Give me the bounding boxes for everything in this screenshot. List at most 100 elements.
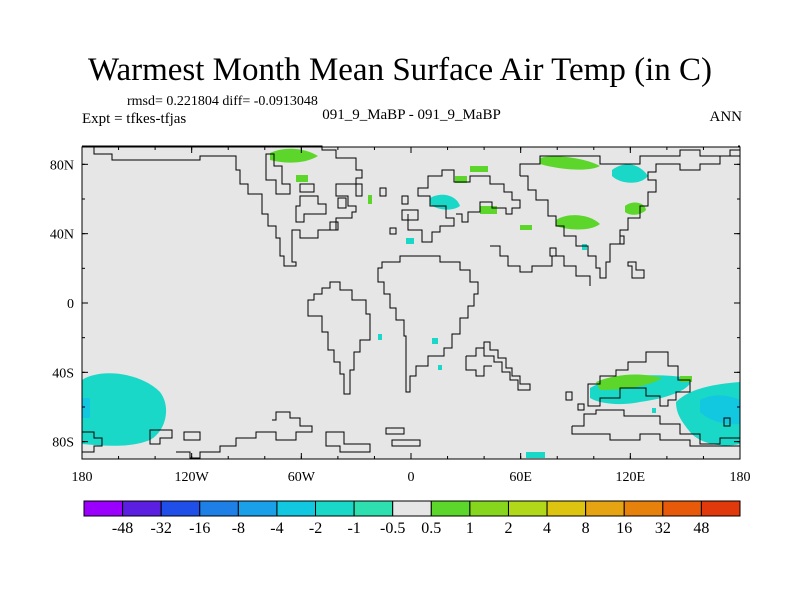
x-tick-label: 0 — [408, 470, 415, 485]
coastline — [337, 197, 347, 209]
anomaly-patch — [612, 164, 648, 183]
colorbar-label: 1 — [466, 520, 474, 537]
anomaly-patch — [82, 373, 167, 446]
colorbar-label: 2 — [504, 520, 512, 537]
x-tick-label: 120W — [175, 470, 210, 485]
colorbar-swatch — [160, 500, 201, 517]
stats-text: rmsd= 0.221804 diff= -0.0913048 — [127, 94, 318, 109]
anomaly-patch — [378, 334, 382, 340]
x-tick-label: 60E — [509, 470, 532, 485]
coastline — [176, 411, 313, 459]
colorbar-label: -16 — [189, 520, 210, 537]
experiment-label: Expt = tfkes-tfjas — [82, 111, 187, 127]
y-tick-label: 40N — [50, 228, 74, 243]
coastline — [385, 427, 405, 435]
colorbar-swatch — [353, 500, 394, 517]
colorbar-label: -1 — [347, 520, 360, 537]
colorbar-label: 0.5 — [421, 520, 441, 537]
anomaly-patch — [652, 408, 656, 413]
x-tick-label: 180 — [72, 470, 93, 485]
coastline — [407, 169, 521, 243]
anomaly-patch — [270, 148, 318, 163]
coastlines — [81, 145, 741, 459]
colorbar-label: -0.5 — [380, 520, 405, 537]
center-label: 091_9_MaBP - 091_9_MaBP — [322, 107, 501, 123]
x-tick-label: 180 — [730, 470, 751, 485]
colorbar-label: 8 — [582, 520, 590, 537]
colorbar-swatch — [392, 500, 432, 517]
axis-ticks: 180 120W 60W 0 60E 120E 180 80N 40N 0 40S 80S — [50, 147, 751, 485]
coastline — [577, 403, 585, 411]
anomaly-patch — [556, 215, 600, 230]
coastline — [391, 439, 421, 447]
anomaly-patch — [470, 166, 488, 172]
colorbar-swatch — [469, 500, 509, 517]
colorbar-label: -8 — [232, 520, 245, 537]
coastline — [619, 235, 625, 245]
anomaly-patch — [296, 175, 308, 182]
anomaly-patch — [480, 206, 497, 214]
anomaly-patch — [368, 195, 372, 204]
coastline — [627, 261, 645, 279]
colorbar: -48 -32 -16 -8 -4 -2 -1 -0.5 0.5 1 2 4 8 16 32 48 — [83, 500, 741, 537]
coastline — [465, 356, 492, 377]
coastline — [82, 145, 363, 267]
coastline — [325, 431, 371, 453]
colorbar-swatch — [585, 500, 625, 517]
colorbar-swatch — [507, 500, 548, 517]
colorbar-swatch — [546, 500, 587, 517]
anomaly-patch — [455, 176, 467, 183]
coastline — [299, 183, 315, 193]
anomaly-patch — [82, 398, 90, 418]
anomaly-patch — [582, 244, 587, 250]
coastline — [549, 247, 557, 257]
colorbar-swatch — [237, 500, 278, 517]
colorbar-swatch — [276, 500, 317, 517]
colorbar-swatch — [122, 500, 162, 517]
coastline — [587, 351, 691, 407]
coastline — [149, 429, 173, 445]
y-tick-label: 40S — [52, 366, 74, 381]
colorbar-swatch — [623, 500, 664, 517]
x-tick-label: 60W — [288, 470, 316, 485]
colorbar-label: -48 — [112, 520, 133, 537]
colorbar-label: 48 — [693, 520, 709, 537]
coastline — [466, 341, 531, 391]
colorbar-label: -4 — [270, 520, 283, 537]
colorbar-swatch — [662, 500, 702, 517]
coastline — [571, 426, 740, 447]
anomaly-patch — [432, 338, 438, 344]
coastline — [329, 221, 339, 231]
coastline — [307, 281, 371, 395]
anomaly-patch — [540, 156, 600, 170]
map-title: Warmest Month Mean Surface Air Temp (in … — [87, 52, 713, 88]
coastline — [565, 391, 573, 401]
anomaly-patch — [700, 395, 740, 425]
coastline — [295, 195, 327, 223]
anomaly-patch — [406, 238, 414, 244]
coastline — [265, 153, 291, 195]
anomaly-patch — [438, 365, 442, 370]
anomaly-patch — [520, 225, 532, 230]
colorbar-label: 4 — [543, 520, 551, 537]
coastline — [389, 227, 397, 235]
coastline — [520, 155, 740, 279]
colorbar-swatch — [700, 500, 741, 517]
colorbar-label: 16 — [616, 520, 632, 537]
coastline — [572, 409, 740, 445]
y-tick-label: 80S — [52, 436, 74, 451]
coastline — [377, 255, 479, 393]
colorbar-label: -2 — [309, 520, 322, 537]
colorbar-label: 32 — [655, 520, 671, 537]
anomaly-patches — [82, 148, 740, 458]
season-label: ANN — [709, 109, 743, 125]
coastline — [519, 149, 741, 176]
coastline — [183, 431, 201, 441]
colorbar-label: -32 — [151, 520, 172, 537]
colorbar-swatch — [315, 500, 355, 517]
colorbar-swatch — [83, 500, 124, 517]
coastline — [82, 431, 103, 453]
y-tick-label: 0 — [67, 297, 74, 312]
anomaly-patch — [596, 374, 662, 390]
